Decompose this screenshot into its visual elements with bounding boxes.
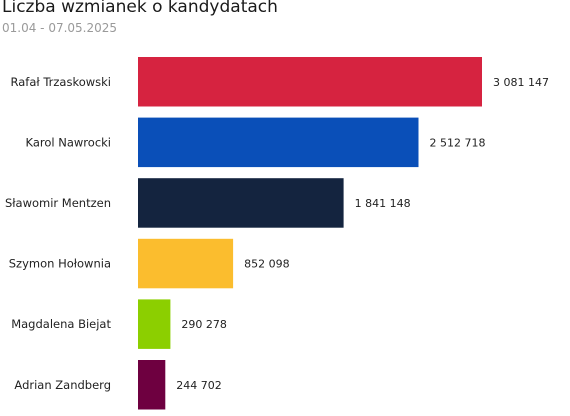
- value-label: 290 278: [181, 318, 227, 331]
- chart-subtitle: 01.04 - 07.05.2025: [2, 21, 118, 35]
- category-label: Rafał Trzaskowski: [11, 75, 111, 89]
- bar: [138, 299, 171, 349]
- category-label: Adrian Zandberg: [14, 378, 111, 392]
- value-label: 2 512 718: [430, 136, 486, 149]
- value-label: 852 098: [244, 258, 290, 271]
- value-label: 1 841 148: [355, 197, 411, 210]
- category-label: Sławomir Mentzen: [5, 196, 111, 210]
- value-label: 3 081 147: [493, 76, 549, 89]
- chart-title: Liczba wzmianek o kandydatach: [2, 0, 278, 17]
- bar: [138, 238, 234, 289]
- category-label: Karol Nawrocki: [26, 135, 112, 149]
- bar: [138, 178, 344, 228]
- category-label: Szymon Hołownia: [9, 257, 111, 271]
- category-label: Magdalena Biejat: [11, 317, 111, 331]
- bar: [138, 360, 166, 410]
- bar: [138, 57, 482, 107]
- value-label: 244 702: [176, 379, 222, 392]
- bar: [138, 117, 419, 168]
